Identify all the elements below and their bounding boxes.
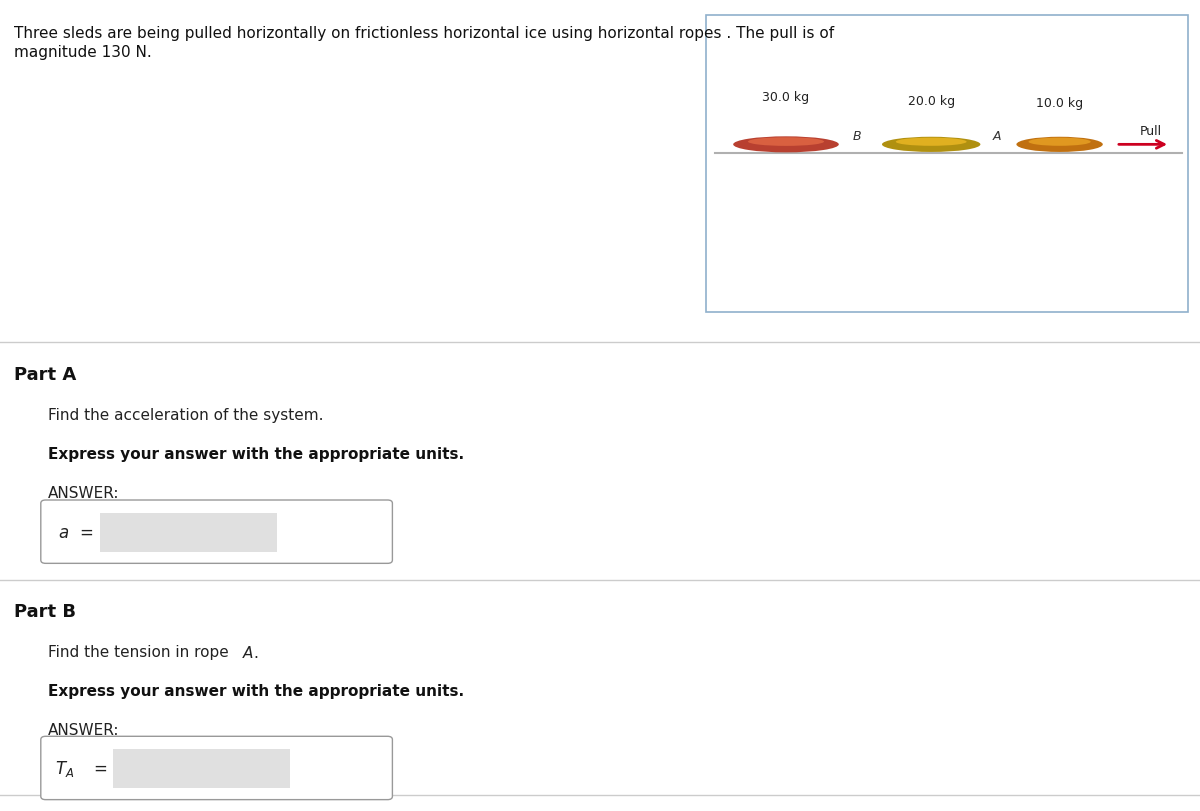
Ellipse shape <box>895 139 967 147</box>
Ellipse shape <box>1016 138 1103 152</box>
Text: =: = <box>94 759 108 777</box>
Text: Three sleds are being pulled horizontally on frictionless horizontal ice using h: Three sleds are being pulled horizontall… <box>14 26 834 41</box>
FancyBboxPatch shape <box>706 16 1188 312</box>
Text: Express your answer with the appropriate units.: Express your answer with the appropriate… <box>48 447 464 461</box>
Text: ANSWER:: ANSWER: <box>48 486 120 500</box>
Ellipse shape <box>882 138 980 152</box>
FancyBboxPatch shape <box>41 736 392 800</box>
Text: Part B: Part B <box>14 602 77 620</box>
Text: B: B <box>852 130 862 143</box>
Text: 30.0 kg: 30.0 kg <box>762 91 810 104</box>
Text: =: = <box>79 523 94 541</box>
Ellipse shape <box>1028 139 1091 147</box>
Text: $T_A$: $T_A$ <box>55 758 74 778</box>
Text: Pull: Pull <box>1140 125 1162 138</box>
Text: Find the tension in rope: Find the tension in rope <box>48 644 234 659</box>
Text: magnitude 130 N.: magnitude 130 N. <box>14 45 152 60</box>
Text: $a$: $a$ <box>58 523 68 541</box>
Text: 10.0 kg: 10.0 kg <box>1036 97 1084 109</box>
Ellipse shape <box>733 137 839 153</box>
Text: Find the acceleration of the system.: Find the acceleration of the system. <box>48 408 324 423</box>
FancyBboxPatch shape <box>41 500 392 564</box>
Text: Express your answer with the appropriate units.: Express your answer with the appropriate… <box>48 683 464 697</box>
Text: ANSWER:: ANSWER: <box>48 722 120 736</box>
FancyBboxPatch shape <box>100 513 277 552</box>
Ellipse shape <box>748 138 824 147</box>
Text: $A$.: $A$. <box>242 644 259 660</box>
FancyBboxPatch shape <box>113 749 290 788</box>
Text: A: A <box>992 130 1002 143</box>
Text: 20.0 kg: 20.0 kg <box>907 95 955 108</box>
Text: Part A: Part A <box>14 366 77 384</box>
